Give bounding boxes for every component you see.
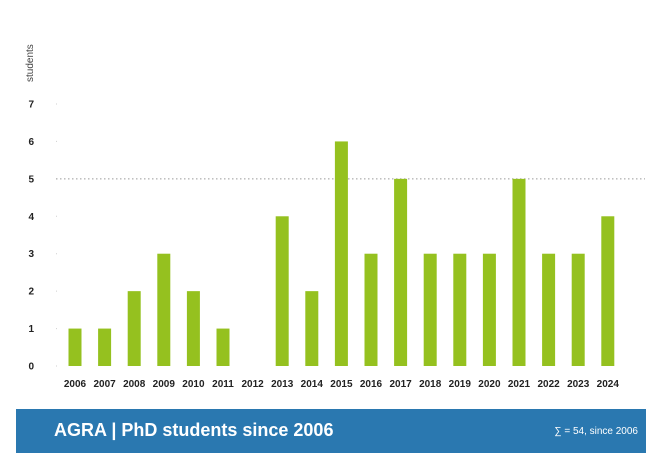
x-tick-label: 2022 (537, 379, 560, 390)
y-tick-label: 3 (28, 249, 34, 260)
y-tick-label: 0 (28, 362, 34, 373)
x-tick-label: 2016 (360, 379, 383, 390)
x-tick-label: 2015 (330, 379, 353, 390)
y-tick-label: 5 (28, 174, 34, 185)
x-tick-label: 2014 (301, 379, 324, 390)
bar (601, 216, 615, 366)
bar (453, 253, 467, 366)
bar (482, 253, 496, 366)
bar (186, 291, 200, 366)
x-tick-label: 2019 (449, 379, 472, 390)
x-tick-label: 2020 (478, 379, 501, 390)
x-tick-label: 2010 (182, 379, 205, 390)
x-tick-label: 2017 (389, 379, 412, 390)
bar (364, 253, 378, 366)
x-tick-label: 2007 (93, 379, 116, 390)
bar (512, 178, 526, 366)
bar (334, 141, 348, 366)
x-tick-label: 2013 (271, 379, 294, 390)
bar (275, 216, 289, 366)
x-tick-label: 2023 (567, 379, 590, 390)
y-tick-label: 4 (28, 212, 34, 223)
x-tick-label: 2011 (212, 379, 234, 390)
bar (394, 178, 408, 366)
y-tick-label: 1 (28, 324, 34, 335)
footer-total-note: ∑ = 54, since 2006 (554, 426, 638, 437)
x-tick-label: 2009 (153, 379, 176, 390)
x-tick-label: 2008 (123, 379, 146, 390)
bar (127, 291, 141, 366)
bar (98, 328, 112, 366)
x-tick-label: 2006 (64, 379, 87, 390)
y-tick-label: 7 (28, 100, 34, 111)
bar (571, 253, 585, 366)
x-tick-label: 2024 (597, 379, 620, 390)
x-tick-label: 2012 (241, 379, 264, 390)
y-tick-label: 2 (28, 287, 34, 298)
bar (68, 328, 82, 366)
x-tick-label: 2021 (508, 379, 531, 390)
x-tick-label: 2018 (419, 379, 442, 390)
bar (423, 253, 437, 366)
bar (216, 328, 230, 366)
bar (305, 291, 319, 366)
footer-title: AGRA | PhD students since 2006 (54, 420, 334, 440)
bar (157, 253, 171, 366)
y-axis-label: students (25, 44, 36, 82)
footer-banner: AGRA | PhD students since 2006 ∑ = 54, s… (16, 409, 646, 453)
bar (542, 253, 556, 366)
y-tick-label: 6 (28, 137, 34, 148)
